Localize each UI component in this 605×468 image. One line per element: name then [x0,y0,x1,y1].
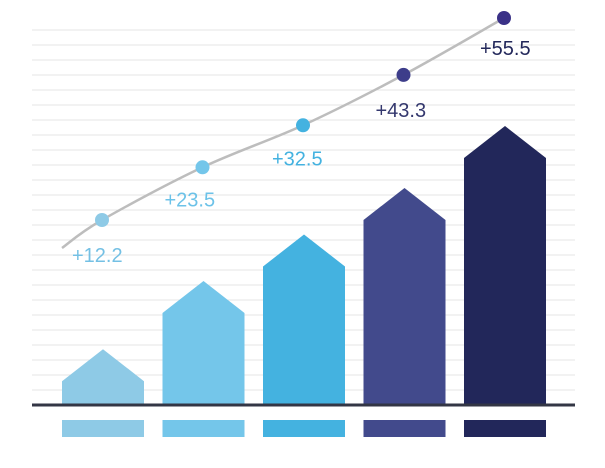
category-swatch [162,420,245,437]
bar [464,126,546,405]
bar [62,349,144,405]
data-label: +55.5 [480,38,531,60]
data-label: +12.2 [72,245,123,267]
data-label: +43.3 [376,100,427,122]
category-swatch [363,420,446,437]
category-swatch [263,420,345,437]
trend-point [195,160,210,175]
bar [263,234,345,405]
category-swatch [464,420,546,437]
trend-point [497,11,511,25]
bar [162,281,245,405]
trend-line [61,16,505,250]
category-swatch [62,420,144,437]
trend-point [396,67,411,82]
trend-points [95,11,511,227]
bar [363,188,446,405]
trend-point [296,118,310,133]
data-label: +23.5 [165,189,216,211]
bars [62,126,546,405]
trend-point [95,213,109,227]
data-labels: +12.2 +23.5 +32.5 +43.3 +55.5 [72,38,531,267]
category-swatches [62,420,546,437]
data-label: +32.5 [272,148,323,170]
